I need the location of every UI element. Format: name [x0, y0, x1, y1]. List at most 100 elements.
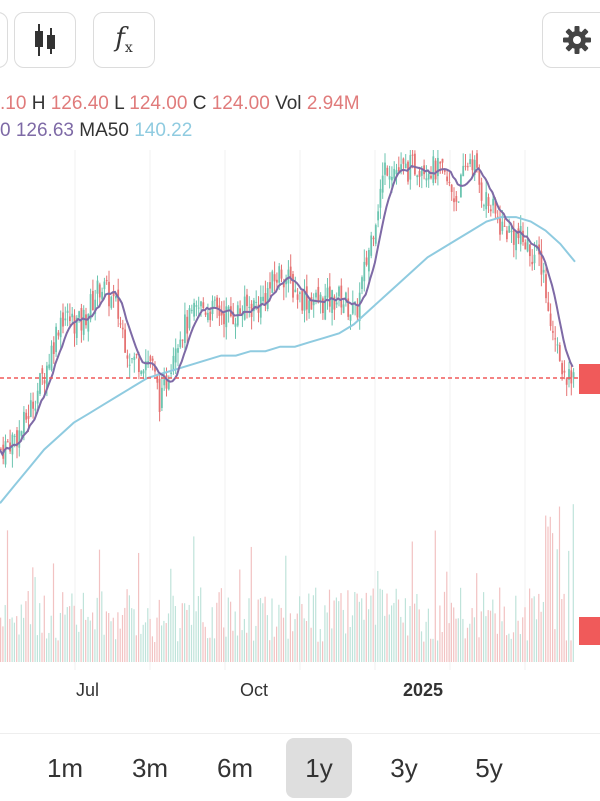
candle-body [303, 291, 306, 311]
candle-body [501, 221, 504, 231]
candle-body [446, 176, 448, 182]
candle-body [312, 300, 315, 306]
candle-body [432, 156, 435, 183]
volume-bar [241, 630, 243, 662]
candle-body [48, 364, 51, 369]
volume-bar [207, 638, 209, 662]
volume-bar [439, 605, 441, 662]
candle-body [94, 299, 97, 314]
candle-body [64, 318, 67, 321]
candle-body [572, 372, 575, 378]
candle-body [124, 329, 126, 353]
candle-body [319, 294, 322, 301]
volume-bar [374, 624, 377, 662]
volume-bar [395, 588, 397, 662]
candle-body [184, 314, 186, 343]
volume-bar [78, 631, 80, 662]
range-selector: 1m 3m 6m 1y 3y 5y [0, 733, 600, 801]
candle-body [200, 301, 202, 307]
candle-body [388, 176, 391, 180]
volume-bar [57, 640, 59, 662]
candle-body [59, 317, 62, 338]
volume-bar [448, 623, 450, 662]
candle-body [264, 293, 267, 306]
candle-body [324, 295, 327, 320]
volume-bar [172, 595, 174, 662]
volume-bar [517, 620, 519, 662]
volume-bar [80, 609, 82, 662]
volume-bar [460, 587, 462, 662]
candle-body [135, 353, 138, 356]
volume-bar [397, 599, 400, 662]
volume-bar [276, 626, 278, 662]
candle-body [55, 326, 57, 353]
candle-body [71, 313, 74, 318]
candle-body [282, 282, 285, 288]
volume-bar [407, 635, 409, 662]
close-label: C [192, 93, 207, 114]
range-6m-button[interactable]: 6m [216, 752, 254, 783]
volume-bar [161, 625, 163, 662]
candle-body [82, 309, 85, 335]
ma-short-label-partial: 0 [0, 120, 11, 141]
candle-body [188, 308, 191, 329]
candle-body [308, 300, 310, 314]
candle-body [558, 345, 561, 361]
candle-body [292, 274, 294, 298]
volume-bar [333, 600, 335, 662]
range-1m-button[interactable]: 1m [46, 752, 84, 783]
volume-bar [402, 622, 404, 662]
candle-body [404, 163, 407, 169]
volume-bar [62, 592, 64, 662]
volume-bar [140, 633, 142, 662]
volume-bar [32, 567, 34, 662]
range-5y-button[interactable]: 5y [475, 752, 503, 783]
volume-bar [381, 589, 383, 662]
price-chart[interactable] [0, 150, 600, 730]
volume-bar [202, 622, 204, 662]
volume-bar [292, 631, 294, 662]
candle-body [365, 257, 368, 265]
volume-bar [9, 618, 11, 662]
candle-body [266, 288, 269, 310]
volume-bar [411, 541, 413, 662]
volume-bar [370, 595, 372, 662]
volume-bar [547, 526, 549, 662]
volume-bar [213, 638, 216, 662]
volume-bar [186, 609, 188, 662]
candle-body [20, 431, 23, 436]
settings-button[interactable] [542, 12, 600, 68]
candle-body [333, 296, 336, 310]
ma-short-line [0, 164, 574, 457]
volume-bar [227, 597, 229, 662]
range-3y-button[interactable]: 3y [390, 752, 418, 783]
volume-bar [16, 616, 18, 662]
range-3m-button[interactable]: 3m [131, 752, 169, 783]
volume-bar [365, 592, 367, 662]
candle-body [39, 373, 41, 394]
volume-bar [349, 626, 351, 662]
candle-body [66, 310, 69, 313]
candle-body [331, 290, 333, 313]
volume-bar [331, 628, 333, 662]
toolbar-button-partial[interactable] [0, 12, 8, 68]
volume-bar [27, 591, 29, 662]
volume-bar [361, 598, 363, 662]
volume-bar [184, 603, 186, 662]
chart-type-button[interactable] [14, 12, 76, 68]
candlesticks [0, 150, 575, 468]
volume-bar [6, 530, 9, 662]
volume-bar [338, 601, 340, 662]
volume-bar [248, 598, 250, 662]
volume-bar [75, 624, 78, 662]
indicators-button[interactable]: fx [93, 12, 155, 68]
volume-bar [414, 603, 416, 662]
chart-toolbar: fx [0, 0, 600, 80]
volume-bar [209, 637, 211, 662]
volume-bar [246, 632, 248, 662]
volume-bar [66, 607, 68, 662]
volume-bar [250, 546, 252, 662]
candle-body [144, 361, 147, 371]
volume-bar [262, 603, 264, 662]
range-1y-button[interactable]: 1y [286, 738, 352, 798]
